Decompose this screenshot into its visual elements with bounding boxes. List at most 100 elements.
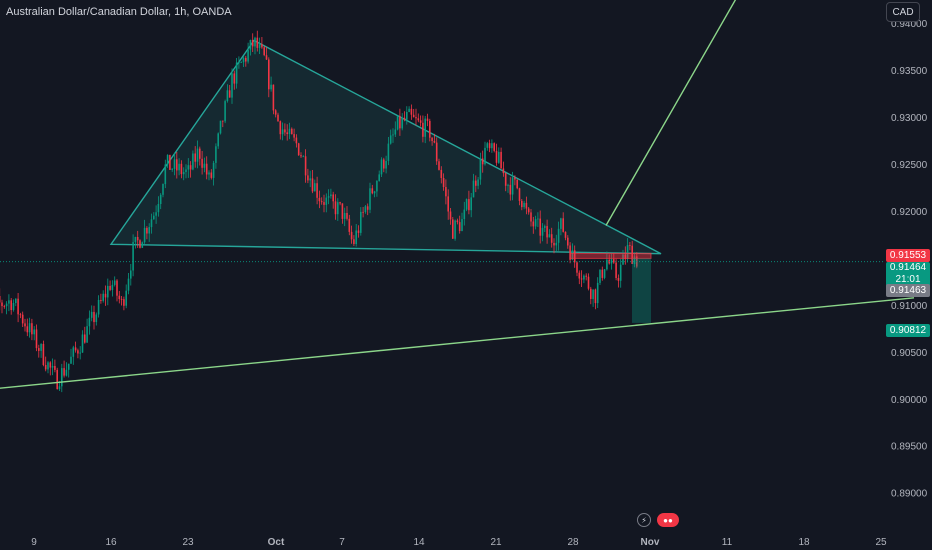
candle-body — [88, 317, 91, 327]
candle-body — [263, 47, 265, 56]
candle-body — [578, 272, 581, 279]
candle-body — [33, 329, 35, 335]
time-tick-label: 21 — [490, 537, 502, 548]
candle-body — [408, 108, 410, 112]
price-tick-label: 0.90500 — [891, 348, 928, 359]
candle-body — [84, 334, 86, 343]
candle-body — [366, 206, 369, 210]
candle-body — [613, 259, 615, 263]
candle-body — [320, 201, 323, 203]
candle-body — [247, 49, 249, 62]
lightning-icon[interactable]: ⚡ — [637, 513, 651, 527]
candle-body — [15, 298, 17, 303]
candle-body — [454, 220, 456, 239]
candle-body — [28, 323, 31, 333]
candle-body — [40, 344, 42, 351]
candle-body — [518, 188, 521, 201]
candle-body — [127, 278, 130, 291]
candle-body — [208, 172, 210, 175]
candle-body — [159, 194, 162, 204]
candle-body — [134, 237, 137, 242]
bottom-icons: ⚡ ●● — [637, 513, 679, 527]
candle-body — [380, 159, 383, 175]
candle-body — [426, 118, 429, 121]
time-tick-label: 9 — [31, 537, 37, 548]
price-axis: 0.940000.935000.930000.925000.920000.915… — [891, 19, 928, 500]
candle-body — [162, 184, 164, 195]
candle-body — [166, 154, 169, 165]
candle-body — [63, 368, 65, 376]
candle-body — [268, 59, 270, 90]
candle-body — [456, 220, 459, 223]
candle-body — [346, 213, 348, 219]
candle-body — [488, 143, 491, 149]
candle-body — [295, 137, 298, 144]
candle-body — [5, 303, 8, 307]
candle-body — [601, 269, 604, 278]
candle-body — [350, 231, 353, 240]
candle-body — [555, 242, 558, 246]
candle-body — [205, 163, 208, 175]
candle-body — [470, 197, 472, 211]
time-tick-label: 11 — [722, 537, 733, 548]
candle-body — [58, 386, 61, 390]
candle-body — [339, 202, 341, 204]
candle-body — [410, 108, 413, 115]
candle-body — [523, 202, 525, 208]
candle-body — [546, 226, 548, 238]
news-icon[interactable]: ●● — [657, 513, 679, 527]
candle-body — [438, 161, 440, 170]
currency-button[interactable]: CAD — [886, 2, 920, 22]
candle-body — [153, 215, 155, 220]
time-tick-label: Oct — [268, 537, 285, 548]
candle-body — [493, 143, 495, 151]
price-tick-label: 0.94000 — [891, 19, 928, 30]
candle-body — [113, 280, 116, 285]
candle-body — [504, 173, 507, 186]
candle-body — [590, 288, 592, 299]
symbol-title[interactable]: Australian Dollar/Canadian Dollar, 1h, O… — [6, 6, 232, 18]
candle-body — [364, 206, 367, 212]
candle-body — [118, 295, 121, 300]
candle-body — [544, 226, 546, 228]
candle-body — [369, 188, 371, 210]
candle-body — [120, 299, 123, 300]
candle-body — [136, 237, 139, 241]
candle-body — [35, 329, 38, 349]
candle-body — [406, 112, 408, 120]
candle-body — [77, 350, 79, 354]
candle-body — [486, 143, 489, 148]
bar-countdown: 21:01 — [895, 274, 921, 285]
candle-body — [532, 221, 535, 227]
candle-body — [300, 155, 302, 157]
candle-body — [560, 218, 562, 229]
price-tick-label: 0.93500 — [891, 66, 928, 77]
candle-body — [371, 188, 374, 194]
candle-body — [449, 211, 452, 220]
candle-body — [378, 174, 380, 181]
time-tick-label: 14 — [413, 537, 425, 548]
candle-body — [624, 254, 627, 260]
candle-body — [318, 197, 321, 202]
candle-body — [65, 369, 68, 376]
candle-body — [125, 290, 127, 306]
candle-body — [626, 245, 629, 260]
candle-body — [270, 84, 272, 90]
candle-body — [477, 179, 479, 186]
candle-body — [26, 326, 29, 333]
candle-body — [226, 90, 229, 102]
candle-body — [530, 212, 532, 222]
candle-body — [610, 259, 613, 264]
candle-body — [72, 347, 75, 357]
candle-body — [337, 202, 339, 215]
candle-body — [567, 237, 569, 246]
candle-body — [541, 227, 544, 236]
candle-body — [235, 62, 238, 84]
candle-body — [445, 187, 447, 197]
candle-body — [472, 180, 475, 198]
candle-body — [12, 303, 15, 310]
candle-body — [222, 120, 224, 122]
candle-body — [495, 150, 498, 163]
candle-body — [592, 289, 594, 299]
